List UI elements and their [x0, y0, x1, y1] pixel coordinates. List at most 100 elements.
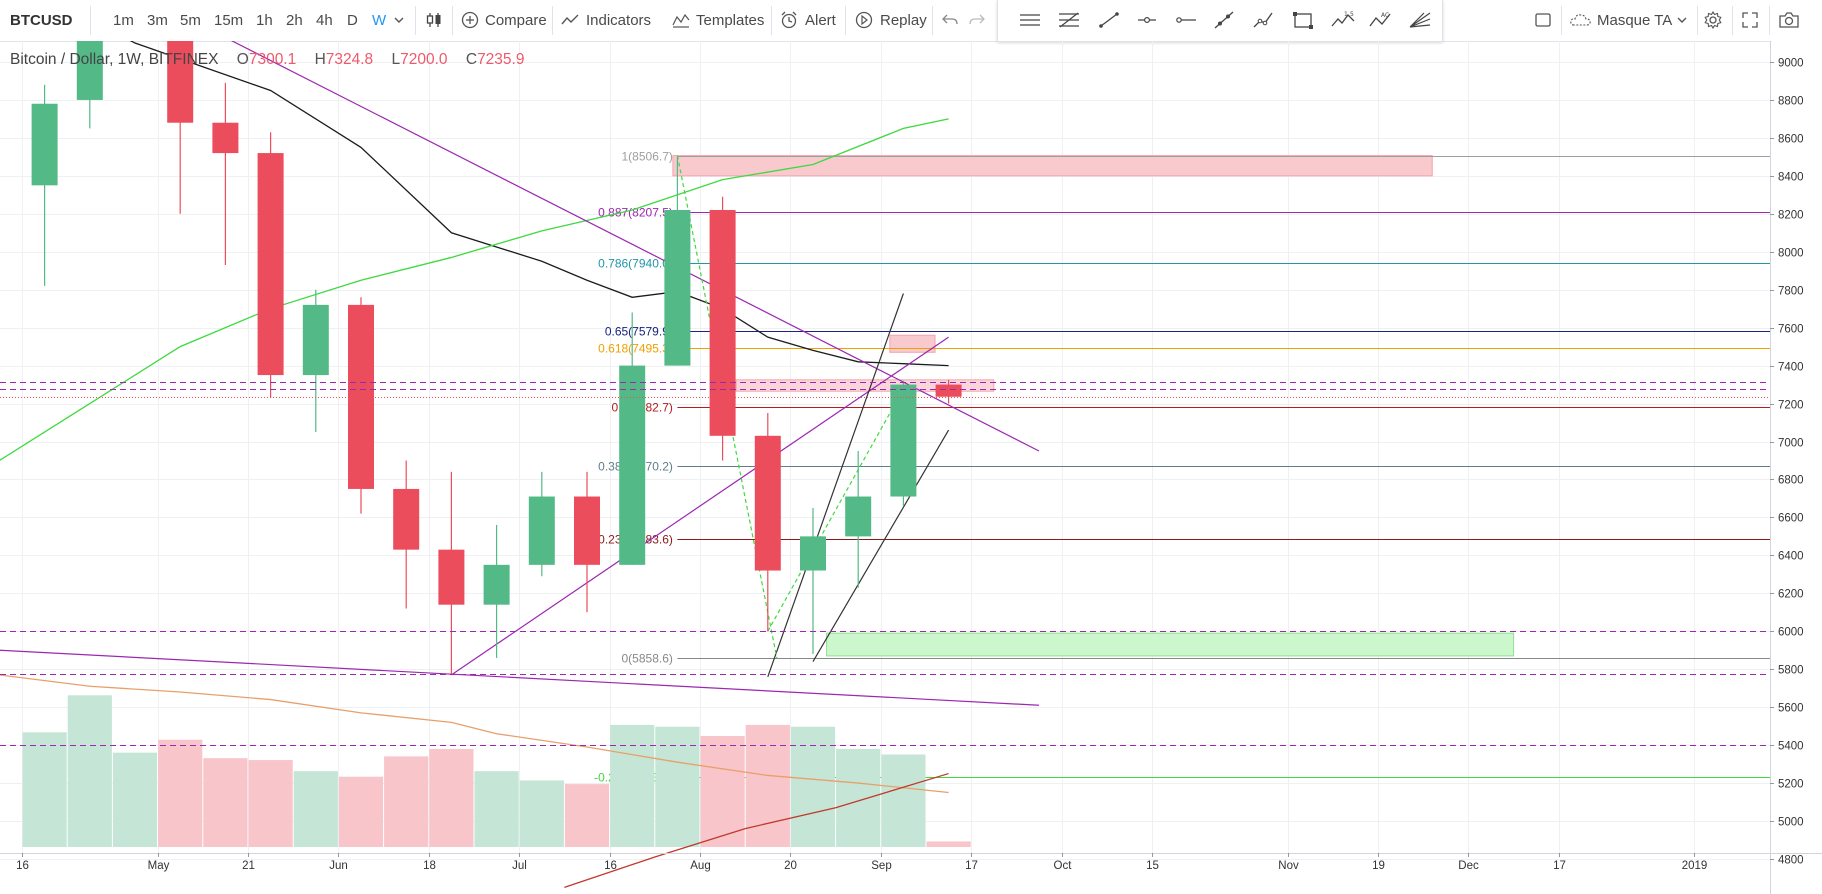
interval-1d[interactable]: D: [347, 12, 358, 29]
candle-body-up: [76, 41, 103, 100]
fullscreen-icon[interactable]: [1741, 11, 1759, 29]
price-tick-label: 5000: [1778, 817, 1804, 829]
volume-bar: [429, 748, 474, 847]
moving-average-line: [129, 41, 949, 367]
price-tick-label: 5400: [1778, 741, 1804, 753]
time-tick-label: 17: [965, 860, 978, 872]
gear-icon[interactable]: [1704, 11, 1722, 29]
candle-body-down: [212, 122, 239, 154]
gann-fan-tool-icon[interactable]: [1408, 11, 1432, 29]
indicators-icon[interactable]: [561, 11, 579, 29]
volume-bar: [745, 724, 790, 847]
channel-lower-line: [812, 429, 950, 662]
support-zone: [826, 632, 1515, 657]
candle-body-up: [302, 304, 329, 376]
compare-button[interactable]: Compare: [485, 12, 547, 29]
candle-body-up: [664, 210, 691, 366]
replay-icon[interactable]: [855, 11, 873, 29]
high-label: H: [314, 51, 326, 68]
fib-anchor-dashed-line: [676, 155, 778, 659]
redo-icon[interactable]: [968, 11, 986, 29]
time-axis: 16 May 21 Jun 18 Jul 16 Aug 20 Sep 17 Oct 15 Nov 19 Dec…: [0, 853, 1822, 872]
time-tick-label: Aug: [690, 860, 710, 872]
price-tick-label: 6600: [1778, 513, 1804, 525]
interval-1m[interactable]: 1m: [113, 12, 134, 29]
layout-chevron-down-icon[interactable]: [1677, 15, 1687, 25]
alarm-clock-icon[interactable]: [780, 11, 798, 29]
candle-body-down: [754, 435, 781, 571]
volume-bar: [655, 726, 700, 847]
symbol-search[interactable]: BTCUSD: [10, 12, 73, 29]
candle-body-up: [845, 496, 872, 537]
horizontal-ray-tool-icon[interactable]: [1136, 11, 1158, 29]
trend-drawings: [0, 41, 1040, 706]
volume-bar: [474, 771, 519, 847]
extended-line-tool-icon[interactable]: [1213, 11, 1235, 29]
time-tick-label: Oct: [1054, 860, 1073, 872]
toolbar-divider: [1561, 6, 1562, 35]
replay-button[interactable]: Replay: [880, 12, 927, 29]
fib-level-label: 0.618(7495.3): [598, 342, 673, 356]
highlight-zones: [672, 155, 1515, 657]
templates-icon[interactable]: [672, 11, 690, 29]
volume-bar: [67, 695, 112, 847]
candle-body-down: [167, 41, 194, 123]
price-chart[interactable]: 1(8506.7) 0.887(8207.5) 0.786(7940.0) 0.65(…: [0, 41, 1822, 894]
time-tick-label: Sep: [871, 860, 891, 872]
time-tick-label: 21: [242, 860, 255, 872]
horizontal-lines-tool-icon[interactable]: [1018, 11, 1042, 29]
price-tick-label: 7800: [1778, 286, 1804, 298]
path-tool-icon[interactable]: [1252, 11, 1274, 29]
price-tick-label: 7000: [1778, 438, 1804, 450]
trend-line-tool-icon[interactable]: [1098, 11, 1120, 29]
interval-4h[interactable]: 4h: [316, 12, 333, 29]
camera-icon[interactable]: [1778, 11, 1800, 29]
interval-5m[interactable]: 5m: [180, 12, 201, 29]
ray-tool-icon[interactable]: [1175, 11, 1197, 29]
price-tick-label: 9000: [1778, 58, 1804, 70]
toolbar-divider: [1769, 6, 1770, 35]
legend-low: L7200.0: [392, 51, 448, 68]
candle-body-down: [348, 304, 374, 489]
rectangle-tool-icon[interactable]: [1292, 11, 1314, 29]
templates-button[interactable]: Templates: [696, 12, 765, 29]
rectangle-layout-icon[interactable]: [1534, 11, 1552, 29]
interval-chevron-down-icon[interactable]: [394, 15, 404, 25]
interval-15m[interactable]: 15m: [214, 12, 244, 29]
price-tick-label: 8400: [1778, 172, 1804, 184]
toolbar-divider: [552, 6, 553, 35]
interval-3m[interactable]: 3m: [147, 12, 168, 29]
interval-1h[interactable]: 1h: [256, 12, 273, 29]
cloud-icon[interactable]: [1569, 11, 1593, 29]
channel-upper-line: [767, 293, 904, 677]
time-tick-label: Dec: [1458, 860, 1479, 872]
toolbar-divider: [90, 6, 91, 35]
moving-average-line: [0, 674, 949, 794]
svg-text:1: 1: [1344, 11, 1348, 18]
interval-1w[interactable]: W: [372, 12, 387, 29]
candle-body-down: [257, 153, 284, 376]
candlestick-style-icon[interactable]: [425, 11, 443, 29]
moving-average-line: [0, 118, 949, 461]
alert-button[interactable]: Alert: [805, 12, 836, 29]
price-tick-label: 6200: [1778, 589, 1804, 601]
volume-bar: [564, 784, 610, 847]
fib-level-label: 0.786(7940.0): [598, 257, 673, 271]
compare-plus-icon[interactable]: [461, 11, 479, 29]
undo-icon[interactable]: [941, 11, 959, 29]
volume-bar: [836, 748, 881, 847]
price-tick-label: 8200: [1778, 210, 1804, 222]
time-tick-label: 20: [784, 860, 797, 872]
toolbar-divider: [1732, 6, 1733, 35]
abcd-pattern-tool-icon[interactable]: AC: [1368, 11, 1394, 29]
layout-name-button[interactable]: Masque TA: [1597, 12, 1673, 29]
interval-2h[interactable]: 2h: [286, 12, 303, 29]
time-tick-label: 15: [1146, 860, 1159, 872]
fib-retracement-tool-icon[interactable]: [1057, 11, 1081, 29]
price-tick-label: 6800: [1778, 475, 1804, 487]
svg-text:AC: AC: [1381, 12, 1389, 19]
indicators-button[interactable]: Indicators: [586, 12, 652, 29]
legend-symbol[interactable]: Bitcoin / Dollar, 1W, BITFINEX: [10, 51, 219, 68]
candle-body-down: [438, 549, 465, 605]
